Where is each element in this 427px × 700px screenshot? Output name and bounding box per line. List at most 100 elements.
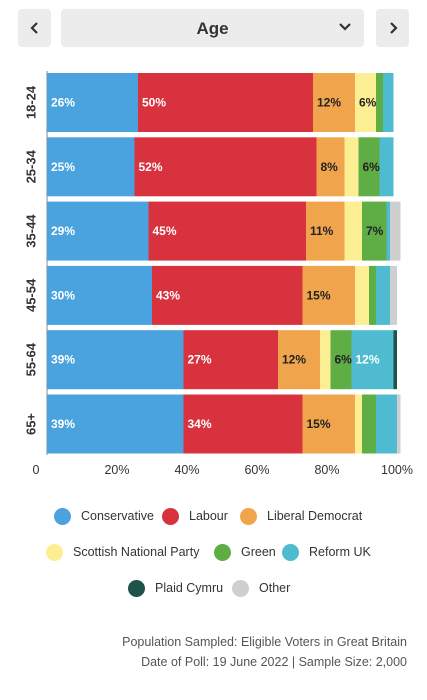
data-label: 8% (321, 160, 339, 174)
data-label: 50% (142, 96, 166, 110)
category-selector[interactable]: Age (61, 9, 364, 47)
legend-label: Reform UK (309, 545, 371, 559)
data-label: 25% (51, 160, 75, 174)
legend-label: Conservative (81, 509, 154, 523)
legend-swatch (128, 579, 145, 597)
category-label: 25-34 (24, 149, 39, 183)
bar-segment-other (390, 201, 401, 261)
bar-segment-scottish-national-party (355, 73, 376, 132)
bar-segment-reform-uk (386, 201, 390, 261)
x-tick-label: 0 (33, 463, 40, 477)
bar-segment-liberal-democrat (306, 201, 345, 261)
bar-segment-plaid-cymru (393, 330, 397, 390)
data-label: 45% (153, 224, 177, 238)
data-label: 43% (156, 288, 180, 302)
bar-segment-reform-uk (351, 330, 394, 390)
bar-segment-labour (138, 73, 313, 132)
bar-segment-conservative (47, 137, 135, 197)
bar-segment-green (330, 330, 352, 390)
data-label: 7% (366, 224, 384, 238)
data-label: 12% (317, 96, 341, 110)
x-tick-label: 80% (314, 463, 339, 477)
category-label: 35-44 (24, 214, 39, 248)
bar-segment-reform-uk (376, 265, 390, 325)
legend-item-other: Other (232, 578, 290, 598)
bar-segment-labour (148, 201, 306, 261)
category-label: 18-24 (24, 85, 39, 119)
bar-segment-conservative (47, 394, 184, 454)
data-label: 30% (51, 288, 75, 302)
legend-item-plaid-cymru: Plaid Cymru (128, 578, 223, 598)
data-label: 26% (51, 96, 75, 110)
bar-segment-green (358, 137, 380, 197)
bar-segment-labour (152, 265, 303, 325)
next-button[interactable] (376, 9, 409, 47)
previous-button[interactable] (18, 9, 51, 47)
legend-item-conservative: Conservative (54, 506, 154, 526)
legend-label: Labour (189, 509, 228, 523)
bar-segment-other (390, 265, 397, 325)
bar-segment-labour (134, 137, 317, 197)
selector-label: Age (196, 19, 229, 38)
x-tick-label: 40% (174, 463, 199, 477)
data-label: 6% (363, 160, 381, 174)
data-label: 6% (359, 96, 377, 110)
data-label: 15% (307, 417, 331, 431)
bar-segment-other (397, 394, 401, 454)
legend-label: Plaid Cymru (155, 581, 224, 595)
bar-segment-labour (183, 394, 303, 454)
data-label: 34% (188, 417, 212, 431)
legend-item-reform-uk: Reform UK (282, 542, 371, 562)
bar-segment-scottish-national-party (320, 330, 331, 390)
bar-segment-reform-uk (376, 394, 397, 454)
category-label: 45-54 (24, 278, 39, 312)
bar-segment-liberal-democrat (302, 394, 355, 454)
legend-swatch (214, 543, 231, 561)
legend-label: Scottish National Party (73, 545, 200, 559)
bar-segment-scottish-national-party (344, 201, 362, 261)
bar-segment-liberal-democrat (302, 265, 355, 325)
data-label: 12% (282, 353, 306, 367)
x-tick-label: 100% (381, 463, 413, 477)
bar-segment-liberal-democrat (278, 330, 320, 390)
legend-swatch (232, 579, 249, 597)
chevron-right-icon (389, 22, 398, 34)
data-label: 29% (51, 224, 75, 238)
bar-segment-reform-uk (383, 73, 394, 132)
legend-swatch (54, 507, 71, 525)
data-label: 52% (139, 160, 163, 174)
legend-swatch (46, 543, 63, 561)
x-tick-label: 20% (104, 463, 129, 477)
bar-segment-scottish-national-party (355, 394, 362, 454)
category-label: 65+ (24, 413, 39, 435)
legend-swatch (240, 507, 257, 525)
data-label: 27% (188, 353, 212, 367)
bar-segment-labour (183, 330, 278, 390)
bar-segment-reform-uk (379, 137, 394, 197)
chevron-down-icon (339, 23, 351, 31)
data-label: 11% (310, 224, 334, 238)
bar-segment-green (362, 201, 387, 261)
bar-segment-conservative (47, 201, 149, 261)
legend-swatch (282, 543, 299, 561)
legend-item-liberal-democrat: Liberal Democrat (240, 506, 362, 526)
bar-segment-scottish-national-party (355, 265, 369, 325)
bar-segment-scottish-national-party (344, 137, 359, 197)
bar-segment-liberal-democrat (316, 137, 345, 197)
data-label: 39% (51, 353, 75, 367)
bar-segment-green (369, 265, 376, 325)
bar-segment-conservative (47, 73, 138, 132)
chevron-left-icon (29, 22, 38, 34)
data-label: 12% (356, 353, 380, 367)
poll-info: Date of Poll: 19 June 2022 | Sample Size… (141, 655, 407, 669)
data-label: 6% (335, 353, 353, 367)
category-label: 55-64 (24, 342, 39, 376)
legend-item-labour: Labour (162, 506, 228, 526)
legend-item-green: Green (214, 542, 276, 562)
bar-segment-liberal-democrat (313, 73, 355, 132)
population-note: Population Sampled: Eligible Voters in G… (122, 635, 407, 649)
stacked-bar-chart: 18-24 26% 50% 12% 6%25-34 25% 52% 8% 6%35-44 29% 4… (24, 71, 413, 477)
legend-label: Other (259, 581, 291, 595)
data-label: 39% (51, 417, 75, 431)
data-label: 15% (307, 288, 331, 302)
